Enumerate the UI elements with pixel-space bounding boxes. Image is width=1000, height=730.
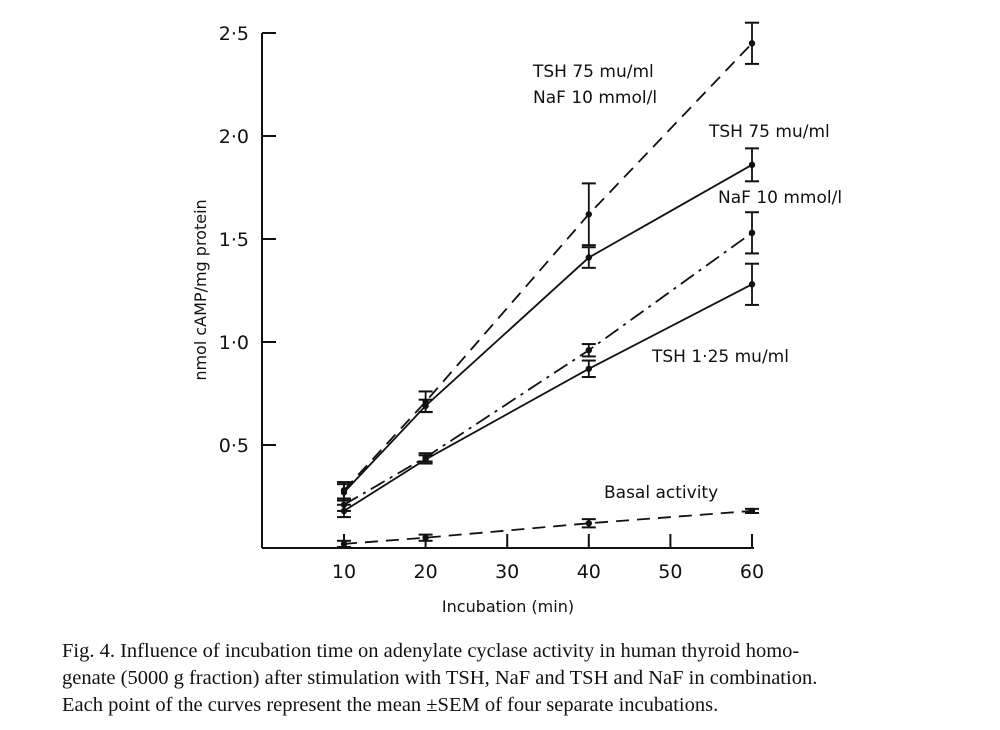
- data-point: [585, 520, 592, 527]
- data-point: [340, 507, 348, 515]
- data-point: [585, 254, 592, 261]
- y-tick-label: 0·5: [219, 435, 249, 457]
- x-tick-label: 40: [577, 561, 601, 583]
- data-point: [422, 402, 429, 410]
- series-label: NaF 10 mmol/l: [533, 88, 657, 108]
- x-tick-label: 60: [740, 561, 764, 583]
- data-point: [748, 507, 756, 515]
- data-point: [585, 211, 592, 218]
- data-point: [422, 456, 429, 463]
- series-line: [343, 232, 753, 506]
- series-line: [343, 42, 753, 491]
- x-tick-label: 20: [414, 561, 438, 583]
- y-tick-label: 1·0: [219, 332, 249, 354]
- caption-line-1: Fig. 4. Influence of incubation time on …: [62, 640, 800, 662]
- series-labels: TSH 75 mu/ml NaF 10 mmol/l TSH 75 mu/ml NaF…: [532, 62, 842, 503]
- x-tick-label: 30: [495, 561, 519, 583]
- series-label: TSH 1·25 mu/ml: [651, 347, 789, 367]
- axes: 0·5 1·0 1·5 2·0 2·5 10 20 30 40 50 60: [219, 23, 764, 583]
- series-label: NaF 10 mmol/l: [718, 188, 842, 208]
- data-point: [585, 365, 592, 372]
- series-line: [343, 283, 753, 512]
- x-axis-label: Incubation (min): [442, 597, 574, 616]
- series-line: [343, 510, 753, 545]
- series-label: TSH 75 mu/ml: [708, 122, 830, 142]
- data-point: [585, 347, 592, 354]
- data-points: [337, 21, 759, 548]
- series-label: TSH 75 mu/ml: [532, 62, 654, 82]
- data-point: [422, 534, 429, 541]
- data-point: [340, 489, 348, 496]
- data-point: [748, 40, 756, 47]
- y-tick-label: 2·0: [219, 126, 249, 148]
- data-point: [748, 281, 756, 288]
- caption-line-2: genate (5000 g fraction) after stimulati…: [62, 667, 818, 689]
- data-point: [748, 229, 756, 237]
- y-tick-label: 2·5: [219, 23, 249, 45]
- series-label: Basal activity: [604, 483, 718, 503]
- y-tick-label: 1·5: [219, 229, 249, 251]
- caption-line-3: Each point of the curves represent the m…: [62, 694, 719, 716]
- y-axis-label: nmol cAMP/mg protein: [191, 199, 210, 380]
- series-line: [343, 164, 753, 493]
- x-tick-label: 10: [332, 561, 356, 583]
- x-tick-label: 50: [658, 561, 682, 583]
- data-point: [340, 540, 348, 548]
- figure-caption: Fig. 4. Influence of incubation time on …: [62, 638, 982, 719]
- series-lines: [343, 42, 753, 545]
- data-point: [748, 161, 756, 169]
